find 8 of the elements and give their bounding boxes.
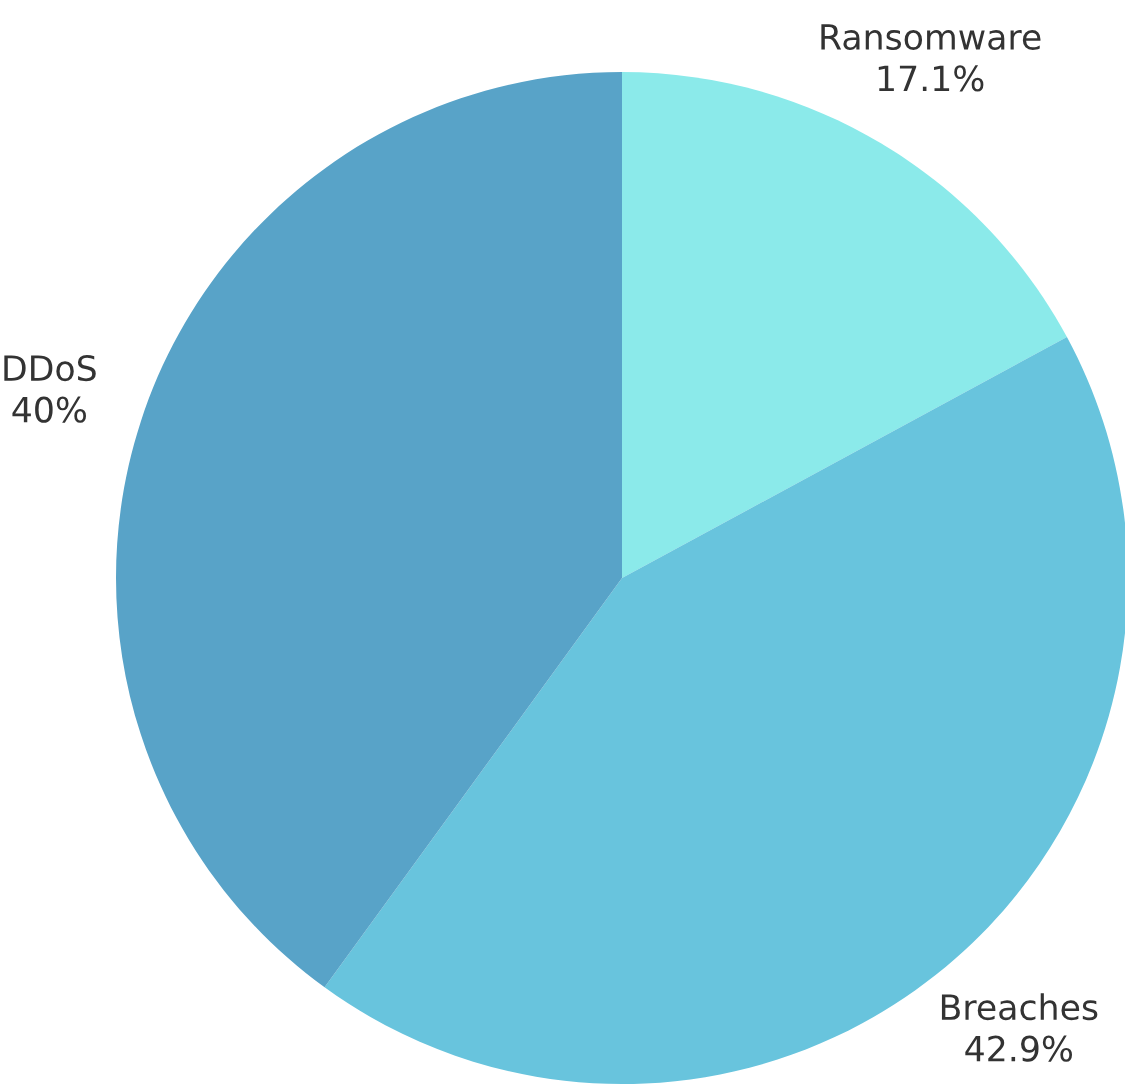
pie-slice (324, 337, 1125, 1084)
data-label: 42.9% (965, 1035, 1073, 1062)
slice-label: DDoS (4, 354, 96, 382)
data-label: 40% (12, 396, 86, 423)
slice-label: Breaches (941, 993, 1098, 1021)
pie-slice (116, 72, 622, 988)
slice-label: Ransomware (821, 24, 1041, 50)
data-label: 17.1% (878, 65, 984, 92)
